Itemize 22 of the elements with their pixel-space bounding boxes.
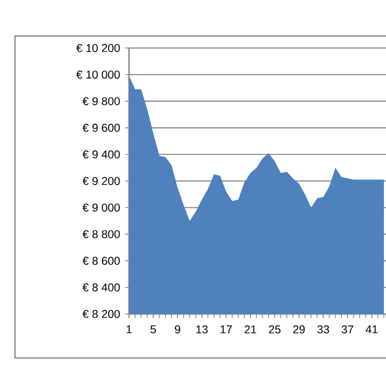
x-tick-label: 25	[268, 325, 281, 334]
y-tick-label: € 9 800	[82, 97, 120, 106]
y-tick-label: € 9 400	[82, 150, 120, 158]
x-tick-label: 37	[342, 325, 354, 334]
x-tick-label: 41	[366, 325, 378, 334]
x-tick-label: 17	[220, 325, 232, 334]
x-tick-label: 1	[126, 325, 132, 334]
y-tick-label: € 8 800	[82, 230, 120, 238]
y-tick-label: € 8 200	[82, 310, 120, 318]
x-tick-label: 21	[244, 325, 256, 334]
y-tick-label: € 10 000	[76, 70, 120, 79]
x-tick-label: 33	[317, 325, 330, 334]
x-tick-label: 9	[174, 325, 180, 334]
y-tick-label: € 9 000	[82, 204, 120, 212]
x-tick-label: 29	[293, 325, 305, 334]
y-tick-label: € 9 200	[82, 177, 120, 186]
y-tick-label: € 8 600	[82, 256, 120, 265]
x-tick-label: 13	[196, 325, 208, 334]
y-tick-label: € 8 400	[82, 283, 120, 292]
x-tick-label: 5	[150, 325, 156, 334]
y-tick-label: € 10 200	[76, 44, 120, 52]
y-tick-label: € 9 600	[82, 124, 120, 132]
